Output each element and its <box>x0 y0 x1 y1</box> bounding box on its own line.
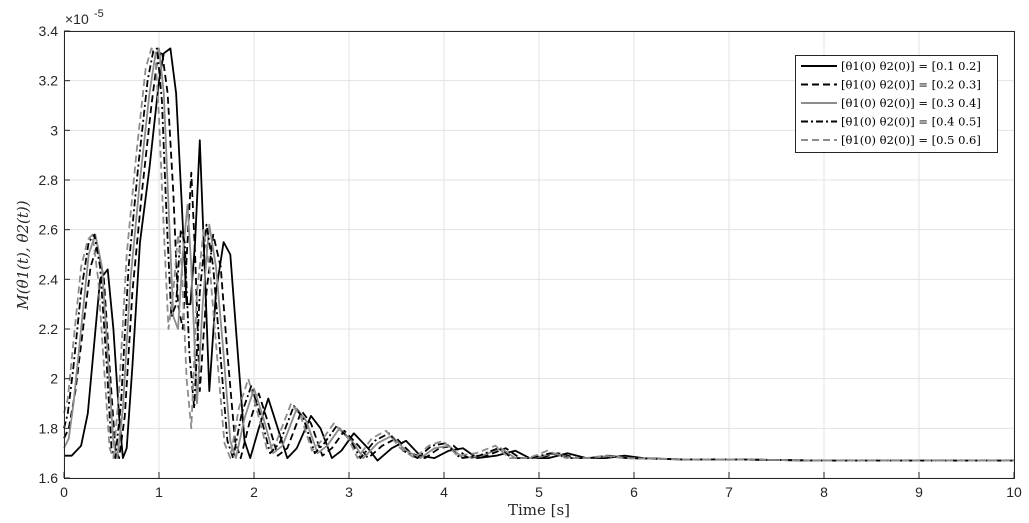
y-tick-label: 2.2 <box>39 321 59 337</box>
x-tick-label: 3 <box>345 484 353 500</box>
x-tick-label: 5 <box>535 484 543 500</box>
legend-label-5: [θ1(0) θ2(0)] = [0.5 0.6] <box>841 133 981 147</box>
series-line-1 <box>64 47 1014 462</box>
series-line-4 <box>63 47 1014 462</box>
series-lines <box>63 47 1014 462</box>
tick-labels: 0 1 2 3 4 5 6 7 8 9 10 1.6 1.8 2 2.2 2.4 2.6 2.8 3 3.2 3.4 <box>39 23 1022 500</box>
x-tick-label: 8 <box>820 484 828 500</box>
y-tick-label: 2.8 <box>39 172 59 188</box>
y-tick-label: 2 <box>50 371 58 387</box>
x-tick-label: 2 <box>250 484 258 500</box>
x-tick-label: 6 <box>630 484 638 500</box>
y-tick-label: 1.6 <box>39 470 59 486</box>
legend-label-3: [θ1(0) θ2(0)] = [0.3 0.4] <box>841 96 981 110</box>
x-tick-label: 4 <box>440 484 448 500</box>
series-line-5 <box>63 47 1014 462</box>
y-tick-label: 3.2 <box>39 73 59 89</box>
y-tick-label: 3.4 <box>39 23 59 39</box>
series-line-2 <box>63 50 1014 462</box>
y-exponent-power: -5 <box>94 8 104 20</box>
x-tick-label: 0 <box>60 484 68 500</box>
y-tick-label: 2.6 <box>39 222 59 238</box>
x-tick-label: 10 <box>1006 484 1022 500</box>
y-tick-label: 1.8 <box>39 420 59 436</box>
legend-label-4: [θ1(0) θ2(0)] = [0.4 0.5] <box>841 115 981 129</box>
y-tick-label: 2.4 <box>39 271 59 287</box>
plot-frame <box>64 31 1015 479</box>
x-tick-label: 9 <box>915 484 923 500</box>
x-axis-label: Time [s] <box>508 501 570 519</box>
legend-label-1: [θ1(0) θ2(0)] = [0.1 0.2] <box>841 59 981 73</box>
legend-label-2: [θ1(0) θ2(0)] = [0.2 0.3] <box>841 78 981 92</box>
y-axis-label: M(θ1(t), θ2(t)) <box>14 200 32 310</box>
y-exponent-base: ×10 <box>65 11 89 27</box>
series-line-3 <box>63 47 1014 462</box>
y-tick-label: 3 <box>50 122 58 138</box>
x-tick-label: 1 <box>155 484 163 500</box>
legend: [θ1(0) θ2(0)] = [0.1 0.2] [θ1(0) θ2(0)] =… <box>795 55 998 153</box>
x-tick-label: 7 <box>725 484 733 500</box>
